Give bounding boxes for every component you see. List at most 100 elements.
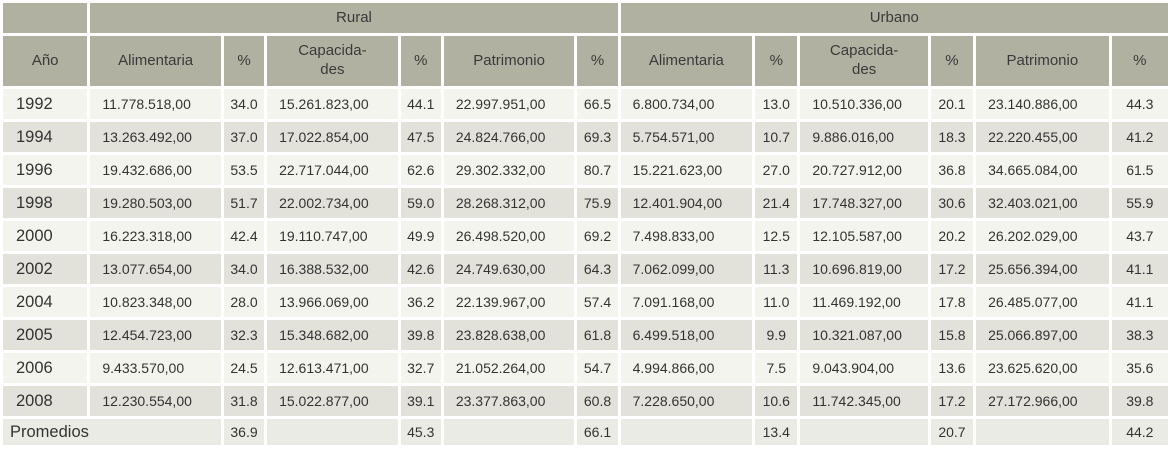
pct-cell: 10.6: [755, 386, 798, 416]
pct-cell: 20.2: [930, 221, 974, 251]
pct-cell: 41.1: [1111, 287, 1168, 317]
column-header: %: [223, 36, 265, 86]
value-cell: 12.401.904,00: [620, 188, 753, 218]
value-cell: 12.105.587,00: [800, 221, 928, 251]
year-cell: 1992: [3, 89, 88, 119]
pct-cell: 15.8: [930, 320, 974, 350]
pct-cell: 69.3: [577, 122, 618, 152]
footer-pct-cell: 36.9: [223, 419, 265, 445]
pct-cell: 18.3: [930, 122, 974, 152]
column-header: Alimentaria: [90, 36, 221, 86]
value-cell: 12.230.554,00: [90, 386, 221, 416]
value-cell: 4.994.866,00: [620, 353, 753, 383]
group-header-row: Rural Urbano: [3, 3, 1168, 33]
year-cell: 2008: [3, 386, 88, 416]
pct-cell: 64.3: [577, 254, 618, 284]
group-header-rural: Rural: [90, 3, 618, 33]
pct-cell: 44.1: [400, 89, 441, 119]
value-cell: 9.433.570,00: [90, 353, 221, 383]
value-cell: 23.625.620,00: [976, 353, 1109, 383]
value-cell: 23.828.638,00: [443, 320, 575, 350]
year-cell: 1996: [3, 155, 88, 185]
pct-cell: 9.9: [755, 320, 798, 350]
pct-cell: 42.4: [223, 221, 265, 251]
footer-row: Promedios 36.9 45.3 66.1 13.4 20.7 44.2: [3, 419, 1168, 445]
footer-empty-cell: [443, 419, 575, 445]
value-cell: 12.454.723,00: [90, 320, 221, 350]
value-cell: 7.062.099,00: [620, 254, 753, 284]
value-cell: 6.499.518,00: [620, 320, 753, 350]
column-header: Capacida- des: [800, 36, 928, 86]
pct-cell: 20.1: [930, 89, 974, 119]
year-cell: 2002: [3, 254, 88, 284]
pct-cell: 32.3: [223, 320, 265, 350]
footer-pct-cell: 66.1: [577, 419, 618, 445]
pct-cell: 59.0: [400, 188, 441, 218]
value-cell: 24.824.766,00: [443, 122, 575, 152]
value-cell: 11.469.192,00: [800, 287, 928, 317]
value-cell: 20.727.912,00: [800, 155, 928, 185]
value-cell: 23.140.886,00: [976, 89, 1109, 119]
value-cell: 29.302.332,00: [443, 155, 575, 185]
table-row: 2000 16.223.318,00 42.4 19.110.747,00 49.9 26…: [3, 221, 1168, 251]
value-cell: 24.749.630,00: [443, 254, 575, 284]
value-cell: 19.432.686,00: [90, 155, 221, 185]
pct-cell: 28.0: [223, 287, 265, 317]
pct-cell: 36.2: [400, 287, 441, 317]
value-cell: 10.696.819,00: [800, 254, 928, 284]
pct-cell: 37.0: [223, 122, 265, 152]
year-cell: 2005: [3, 320, 88, 350]
table-row: 2006 9.433.570,00 24.5 12.613.471,00 32.7 21.…: [3, 353, 1168, 383]
value-cell: 16.388.532,00: [267, 254, 398, 284]
value-cell: 6.800.734,00: [620, 89, 753, 119]
pct-cell: 39.8: [400, 320, 441, 350]
column-header: Año: [3, 36, 88, 86]
column-header-row: Año Alimentaria% Capacida- des% Patrimonio%…: [3, 36, 1168, 86]
pct-cell: 39.1: [400, 386, 441, 416]
footer-pct-cell: 20.7: [930, 419, 974, 445]
corner-cell: [3, 3, 88, 33]
value-cell: 28.268.312,00: [443, 188, 575, 218]
value-cell: 11.778.518,00: [90, 89, 221, 119]
value-cell: 19.280.503,00: [90, 188, 221, 218]
year-cell: 1994: [3, 122, 88, 152]
value-cell: 23.377.863,00: [443, 386, 575, 416]
pct-cell: 60.8: [577, 386, 618, 416]
value-cell: 9.043.904,00: [800, 353, 928, 383]
pct-cell: 53.5: [223, 155, 265, 185]
column-header: %: [755, 36, 798, 86]
value-cell: 11.742.345,00: [800, 386, 928, 416]
footer-pct-cell: 13.4: [755, 419, 798, 445]
year-cell: 2006: [3, 353, 88, 383]
footer-label: Promedios: [3, 419, 221, 445]
pct-cell: 39.8: [1111, 386, 1168, 416]
value-cell: 5.754.571,00: [620, 122, 753, 152]
table-footer: Promedios 36.9 45.3 66.1 13.4 20.7 44.2: [3, 419, 1168, 445]
pct-cell: 13.6: [930, 353, 974, 383]
pct-cell: 80.7: [577, 155, 618, 185]
column-header: Capacida- des: [267, 36, 398, 86]
pct-cell: 34.0: [223, 89, 265, 119]
pct-cell: 43.7: [1111, 221, 1168, 251]
value-cell: 32.403.021,00: [976, 188, 1109, 218]
pct-cell: 31.8: [223, 386, 265, 416]
pct-cell: 57.4: [577, 287, 618, 317]
value-cell: 27.172.966,00: [976, 386, 1109, 416]
table-row: 1994 13.263.492,00 37.0 17.022.854,00 47.5 24…: [3, 122, 1168, 152]
column-header: Patrimonio: [443, 36, 575, 86]
column-header: %: [930, 36, 974, 86]
value-cell: 21.052.264,00: [443, 353, 575, 383]
year-cell: 2004: [3, 287, 88, 317]
value-cell: 26.202.029,00: [976, 221, 1109, 251]
value-cell: 10.823.348,00: [90, 287, 221, 317]
value-cell: 34.665.084,00: [976, 155, 1109, 185]
pct-cell: 21.4: [755, 188, 798, 218]
pct-cell: 30.6: [930, 188, 974, 218]
value-cell: 13.263.492,00: [90, 122, 221, 152]
value-cell: 10.510.336,00: [800, 89, 928, 119]
pct-cell: 35.6: [1111, 353, 1168, 383]
pct-cell: 61.8: [577, 320, 618, 350]
value-cell: 13.966.069,00: [267, 287, 398, 317]
value-cell: 22.220.455,00: [976, 122, 1109, 152]
value-cell: 13.077.654,00: [90, 254, 221, 284]
